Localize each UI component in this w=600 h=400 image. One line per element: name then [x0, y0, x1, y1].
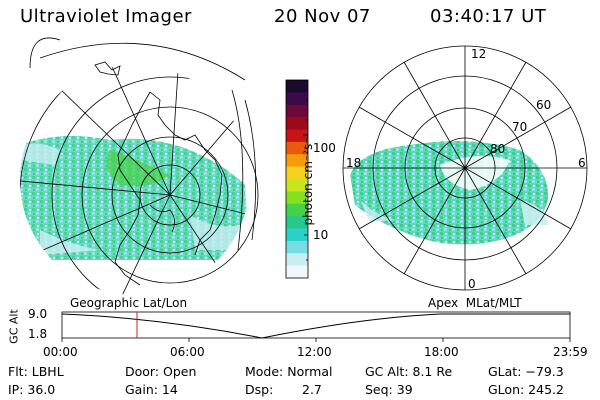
colorbar-segment	[286, 154, 308, 168]
colorbar-segment	[286, 179, 308, 192]
colorbar-segment	[286, 117, 308, 131]
colorbar-segment	[286, 141, 308, 155]
info-seq: Seq: 39	[365, 382, 413, 397]
instrument-title: Ultraviolet Imager	[20, 6, 192, 27]
colorbar-segment	[286, 80, 308, 93]
colorbar-segment	[286, 228, 308, 242]
info-gain: Gain: 14	[125, 382, 178, 397]
colorbar-tick-10: 10	[313, 228, 329, 242]
colorbar-segment	[286, 166, 308, 180]
mlat-label-70: 70	[512, 120, 528, 134]
mlat-label-60: 60	[536, 98, 552, 112]
left-coastline	[94, 61, 223, 286]
colorbar-unit-label: photon cm⁻²s⁻¹	[301, 132, 315, 226]
colorbar-frame	[285, 79, 309, 279]
left-map-caption: Geographic Lat/Lon	[70, 296, 188, 310]
info-door: Door: Open	[125, 364, 197, 379]
colorbar-segment	[286, 129, 308, 143]
mlt-label-6: 6	[578, 156, 586, 170]
mlt-label-12: 12	[471, 47, 487, 61]
altitude-ytick-high: 9.0	[28, 307, 48, 321]
info-gc-alt: GC Alt: 8.1 Re	[365, 364, 453, 379]
colorbar-segment	[286, 265, 308, 279]
date-label: 20 Nov 07	[274, 6, 371, 27]
mlt-label-18: 18	[346, 156, 362, 170]
colorbar-segment	[286, 253, 308, 267]
altitude-xtick-2: 12:00	[297, 345, 332, 359]
altitude-x-ticks	[61, 338, 571, 342]
info-glon: GLon: 245.2	[488, 382, 564, 397]
altitude-plot-frame	[61, 311, 571, 339]
right-aurora-image	[350, 141, 549, 245]
altitude-curve	[61, 313, 570, 339]
colorbar-segment	[286, 92, 308, 106]
colorbar-segment	[286, 240, 308, 254]
info-ip: IP: 36.0	[8, 382, 56, 397]
altitude-ytick-low: 1.8	[28, 327, 48, 341]
right-map-caption: Apex MLat/MLT	[428, 296, 522, 310]
mlat-label-80: 80	[490, 142, 506, 156]
altitude-ylabel: GC Alt	[7, 309, 21, 344]
colorbar-tick-100: 100	[313, 141, 336, 155]
time-label: 03:40:17 UT	[430, 6, 547, 27]
info-mode: Mode: Normal	[245, 364, 333, 379]
mlt-label-0: 0	[468, 277, 476, 291]
right-map-grid	[342, 45, 588, 291]
colorbar-ticks	[304, 99, 308, 261]
altitude-xtick-4: 23:59	[553, 345, 588, 359]
altitude-xtick-3: 18:00	[424, 345, 459, 359]
colorbar-segment	[286, 216, 308, 230]
altitude-plot	[61, 311, 571, 342]
info-dsp-value: 2.7	[302, 382, 322, 397]
colorbar-segment	[286, 104, 308, 118]
info-filter: Flt: LBHL	[8, 364, 64, 379]
altitude-xtick-1: 06:00	[170, 345, 205, 359]
colorbar-segment	[286, 203, 308, 217]
colorbar-segment	[286, 191, 308, 205]
altitude-xtick-0: 00:00	[43, 345, 78, 359]
colorbar	[286, 80, 308, 279]
info-glat: GLat: −79.3	[488, 364, 564, 379]
info-dsp-label: Dsp:	[245, 382, 274, 397]
